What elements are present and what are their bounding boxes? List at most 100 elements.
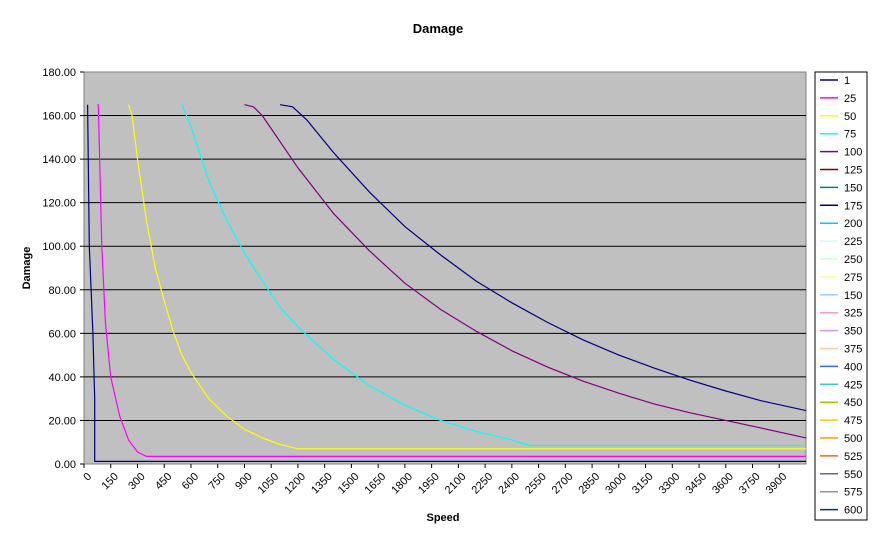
- x-tick-label: 1200: [282, 471, 308, 497]
- legend-label: 425: [844, 379, 862, 391]
- legend-label: 250: [844, 254, 862, 266]
- legend-item: 375: [820, 344, 862, 356]
- x-tick-label: 1050: [256, 471, 282, 497]
- legend-item: 225: [820, 236, 862, 248]
- legend: 1255075100125150175200225250275150325350…: [820, 75, 862, 517]
- legend-item: 350: [820, 326, 862, 338]
- legend-item: 150: [820, 290, 862, 302]
- x-tick-label: 2850: [576, 471, 602, 497]
- legend-item: 100: [820, 147, 862, 159]
- plot-area: [83, 71, 807, 465]
- x-tick-label: 3750: [737, 471, 763, 497]
- y-tick-label: 60.00: [48, 328, 76, 340]
- x-tick-label: 1650: [363, 471, 389, 497]
- legend-label: 350: [844, 326, 862, 338]
- legend-label: 75: [844, 129, 856, 141]
- series-lines: [87, 104, 807, 462]
- legend-item: 275: [820, 272, 862, 284]
- legend-item: 150: [820, 182, 862, 194]
- y-tick-label: 100.00: [42, 241, 76, 253]
- y-tick-label: 120.00: [42, 198, 76, 210]
- legend-label: 150: [844, 182, 862, 194]
- legend-label: 200: [844, 218, 862, 230]
- x-tick-label: 1350: [309, 471, 335, 497]
- legend-label: 325: [844, 308, 862, 320]
- legend-item: 575: [820, 487, 862, 499]
- y-tick-label: 40.00: [48, 372, 76, 384]
- legend-item: 50: [820, 111, 856, 123]
- x-tick-label: 450: [153, 471, 174, 492]
- legend-item: 125: [820, 165, 862, 177]
- x-tick-label: 1800: [389, 471, 415, 497]
- y-tick-label: 80.00: [48, 285, 76, 297]
- legend-item: 500: [820, 433, 862, 445]
- legend-item: 425: [820, 379, 862, 391]
- legend-label: 25: [844, 93, 856, 105]
- gridlines: [84, 115, 806, 421]
- legend-item: 525: [820, 451, 862, 463]
- x-axis-ticks: 0 150 300 450 600 750 900 1050 1200 1350 1500 1650 1…: [81, 464, 789, 497]
- legend-item: 450: [820, 397, 862, 409]
- legend-label: 125: [844, 165, 862, 177]
- x-tick-label: 1950: [416, 471, 442, 497]
- x-tick-label: 2550: [523, 471, 549, 497]
- legend-label: 475: [844, 415, 862, 427]
- x-tick-label: 300: [126, 471, 147, 492]
- legend-label: 175: [844, 200, 862, 212]
- legend-item: 400: [820, 361, 862, 373]
- series-line-50: [128, 104, 806, 450]
- legend-label: 275: [844, 272, 862, 284]
- y-tick-label: 20.00: [48, 415, 76, 427]
- y-tick-label: 180.00: [42, 67, 76, 79]
- series-line-175: [280, 104, 807, 412]
- legend-label: 500: [844, 433, 862, 445]
- x-tick-label: 3600: [710, 471, 736, 497]
- series-line-25: [97, 104, 806, 457]
- legend-label: 225: [844, 236, 862, 248]
- x-tick-label: 2100: [443, 471, 469, 497]
- chart-title: Damage: [413, 21, 464, 36]
- legend-label: 1: [844, 75, 850, 87]
- x-tick-label: 2400: [496, 471, 522, 497]
- legend-item: 75: [820, 129, 856, 141]
- x-tick-label: 0: [81, 471, 94, 484]
- legend-item: 250: [820, 254, 862, 266]
- x-tick-label: 3150: [630, 471, 656, 497]
- legend-item: 1: [820, 75, 850, 87]
- x-tick-label: 2700: [550, 471, 576, 497]
- x-tick-label: 3300: [657, 471, 683, 497]
- y-tick-label: 160.00: [42, 111, 76, 123]
- x-axis-label: Speed: [426, 512, 459, 524]
- legend-label: 575: [844, 487, 862, 499]
- x-tick-label: 1500: [336, 471, 362, 497]
- legend-item: 475: [820, 415, 862, 427]
- legend-item: 600: [820, 505, 862, 517]
- legend-item: 175: [820, 200, 862, 212]
- x-tick-label: 150: [99, 471, 120, 492]
- legend-item: 325: [820, 308, 862, 320]
- y-axis-ticks: 0.00 20.00 40.00 60.00 80.00 100.00 120.00 140.…: [42, 67, 84, 471]
- y-tick-label: 140.00: [42, 154, 76, 166]
- legend-label: 150: [844, 290, 862, 302]
- legend-label: 600: [844, 505, 862, 517]
- y-tick-label: 0.00: [55, 459, 76, 471]
- y-axis-label: Damage: [21, 247, 33, 290]
- legend-label: 375: [844, 344, 862, 356]
- series-line-1: [87, 104, 806, 462]
- legend-item: 550: [820, 469, 862, 481]
- legend-label: 50: [844, 111, 856, 123]
- legend-label: 450: [844, 397, 862, 409]
- legend-label: 400: [844, 361, 862, 373]
- x-tick-label: 2250: [470, 471, 496, 497]
- legend-item: 25: [820, 93, 856, 105]
- legend-box: [814, 71, 868, 521]
- legend-label: 100: [844, 147, 862, 159]
- x-tick-label: 3450: [683, 471, 709, 497]
- x-tick-label: 900: [233, 471, 254, 492]
- x-tick-label: 600: [180, 471, 201, 492]
- x-tick-label: 3900: [764, 471, 790, 497]
- legend-label: 550: [844, 469, 862, 481]
- series-line-100: [244, 104, 807, 439]
- series-line-75: [181, 104, 806, 447]
